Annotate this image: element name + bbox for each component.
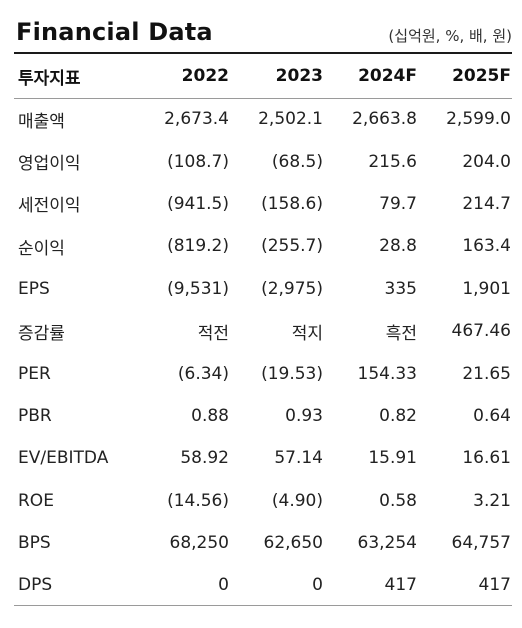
table-cell: 417 <box>478 575 511 596</box>
header-indicator: 투자지표 <box>18 68 81 89</box>
table-cell: 163.4 <box>462 236 511 257</box>
row-label: 증감률 <box>18 323 65 344</box>
table-cell: 28.8 <box>379 236 417 257</box>
table-cell: 적전 <box>197 323 229 344</box>
table-cell: 0.64 <box>473 405 511 426</box>
table-cell: 417 <box>384 575 417 596</box>
row-label: ROE <box>18 490 54 511</box>
table-cell: 63,254 <box>357 533 417 554</box>
table-cell: (19.53) <box>261 363 323 384</box>
table-cell: 1,901 <box>462 278 511 299</box>
table-cell: 2,673.4 <box>164 109 229 130</box>
table-row: 영업이익 (108.7) (68.5) 215.6 204.0 <box>14 140 512 182</box>
table-cell: (4.90) <box>271 490 323 511</box>
table-header: 투자지표 2022 2023 2024F 2025F <box>14 54 512 98</box>
row-label: PBR <box>18 405 52 426</box>
table-cell: 2,663.8 <box>352 109 417 130</box>
table-cell: (14.56) <box>167 490 229 511</box>
header-2022: 2022 <box>181 66 229 86</box>
table-row: DPS 0 0 417 417 <box>14 564 512 606</box>
table-cell: 64,757 <box>451 533 511 554</box>
bottom-divider <box>14 605 512 606</box>
table-cell: 467.46 <box>451 321 511 342</box>
header-2025f: 2025F <box>452 66 511 86</box>
row-label: EPS <box>18 278 50 299</box>
table-row: 순이익 (819.2) (255.7) 28.8 163.4 <box>14 225 512 267</box>
table-row: 증감률 적전 적지 흑전 467.46 <box>14 310 512 352</box>
table-cell: (2,975) <box>261 278 323 299</box>
row-label: 매출액 <box>18 111 65 132</box>
table-row: PER (6.34) (19.53) 154.33 21.65 <box>14 352 512 394</box>
table-body: 매출액 2,673.4 2,502.1 2,663.8 2,599.0 영업이익 (108.… <box>14 98 512 607</box>
table-row: PBR 0.88 0.93 0.82 0.64 <box>14 395 512 437</box>
table-cell: (9,531) <box>167 278 229 299</box>
table-cell: 0.82 <box>379 405 417 426</box>
row-label: PER <box>18 363 51 384</box>
table-cell: (255.7) <box>261 236 323 257</box>
row-label: 순이익 <box>18 238 65 259</box>
table-row: 세전이익 (941.5) (158.6) 79.7 214.7 <box>14 183 512 225</box>
table-cell: 154.33 <box>357 363 417 384</box>
table-cell: 215.6 <box>368 151 417 172</box>
table-cell: 21.65 <box>462 363 511 384</box>
table-cell: (108.7) <box>167 151 229 172</box>
table-cell: 204.0 <box>462 151 511 172</box>
table-cell: 214.7 <box>462 193 511 214</box>
table-cell: 62,650 <box>263 533 323 554</box>
table-row: EV/EBITDA 58.92 57.14 15.91 16.61 <box>14 437 512 479</box>
table-cell: 0 <box>312 575 323 596</box>
table-cell: 3.21 <box>473 490 511 511</box>
row-label: BPS <box>18 533 51 554</box>
table-cell: 흑전 <box>385 323 417 344</box>
table-cell: 적지 <box>291 323 323 344</box>
table-cell: 16.61 <box>462 448 511 469</box>
unit-note: (십억원, %, 배, 원) <box>388 27 512 45</box>
row-label: EV/EBITDA <box>18 448 109 469</box>
table-cell: 57.14 <box>274 448 323 469</box>
row-label: 영업이익 <box>18 154 81 175</box>
table-cell: 2,502.1 <box>258 109 323 130</box>
table-cell: (158.6) <box>261 193 323 214</box>
table-cell: 15.91 <box>368 448 417 469</box>
table-row: BPS 68,250 62,650 63,254 64,757 <box>14 522 512 564</box>
header-row: 투자지표 2022 2023 2024F 2025F <box>14 54 512 98</box>
table-row: 매출액 2,673.4 2,502.1 2,663.8 2,599.0 <box>14 98 512 140</box>
table-cell: 0.93 <box>285 405 323 426</box>
financial-data-panel: Financial Data (십억원, %, 배, 원) 투자지표 2022 … <box>14 0 512 628</box>
title-row: Financial Data (십억원, %, 배, 원) <box>14 18 512 52</box>
table-cell: 58.92 <box>180 448 229 469</box>
table-cell: 335 <box>384 278 417 299</box>
table-cell: (6.34) <box>177 363 229 384</box>
table-cell: (68.5) <box>271 151 323 172</box>
financial-table: 투자지표 2022 2023 2024F 2025F 매출액 2,673.4 2,5… <box>14 54 512 607</box>
table-cell: 0.58 <box>379 490 417 511</box>
table-row: ROE (14.56) (4.90) 0.58 3.21 <box>14 480 512 522</box>
table-cell: 0.88 <box>191 405 229 426</box>
header-divider <box>14 98 512 99</box>
header-2024f: 2024F <box>358 66 417 86</box>
top-divider <box>14 52 512 54</box>
table-row: EPS (9,531) (2,975) 335 1,901 <box>14 268 512 310</box>
row-label: 세전이익 <box>18 196 81 217</box>
page-title: Financial Data <box>16 18 213 46</box>
table-cell: 0 <box>218 575 229 596</box>
table-cell: (819.2) <box>167 236 229 257</box>
table-cell: 79.7 <box>379 193 417 214</box>
row-label: DPS <box>18 575 53 596</box>
table-cell: 68,250 <box>169 533 229 554</box>
header-2023: 2023 <box>275 66 323 86</box>
table-cell: 2,599.0 <box>446 109 511 130</box>
table-cell: (941.5) <box>167 193 229 214</box>
